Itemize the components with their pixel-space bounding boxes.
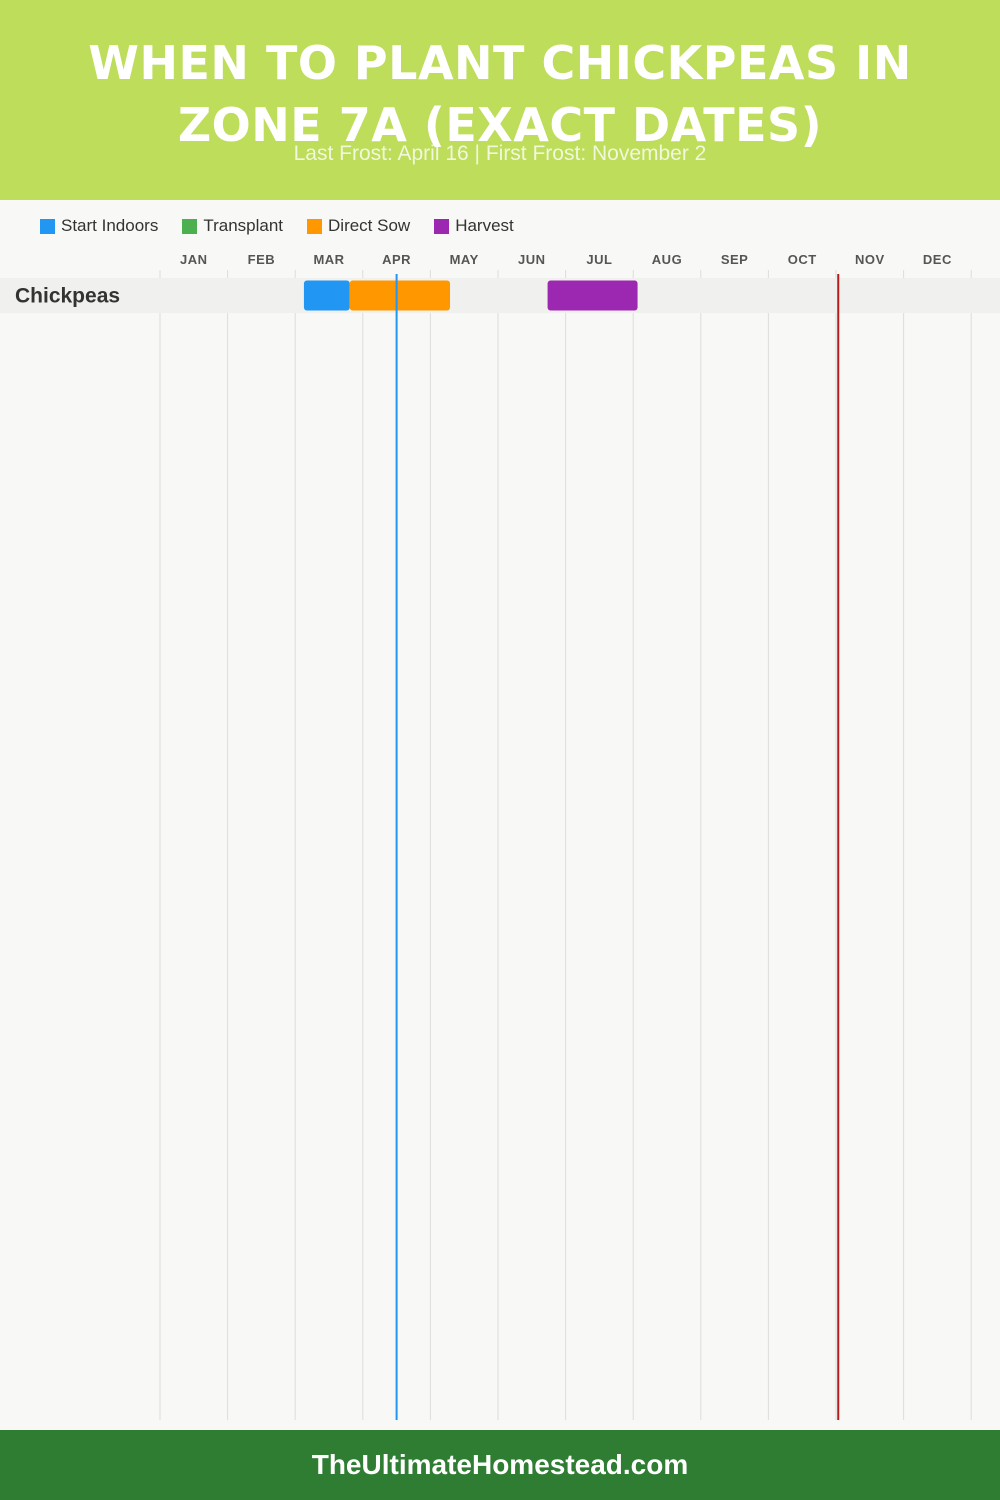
month-label-dec: DEC [923, 252, 952, 267]
month-label-apr: APR [382, 252, 411, 267]
legend-swatch-harvest [434, 218, 450, 234]
frost-dates-subtitle: Last Frost: April 16 | First Frost: Nove… [293, 142, 707, 165]
month-label-jan: JAN [180, 252, 208, 267]
month-label-oct: OCT [788, 252, 817, 267]
month-label-jul: JUL [586, 252, 612, 267]
bar-harvest [547, 280, 638, 311]
legend-item-direct-sow: Direct Sow [307, 216, 410, 236]
legend-item-harvest: Harvest [434, 216, 514, 236]
bar-direct-sow [349, 280, 451, 311]
month-label-mar: MAR [313, 252, 344, 267]
legend-label-direct-sow: Direct Sow [328, 216, 411, 235]
month-label-jun: JUN [518, 252, 546, 267]
legend-swatch-transplant [182, 218, 198, 234]
header-banner: WHEN TO PLANT CHICKPEAS IN ZONE 7A (EXAC… [0, 0, 1000, 200]
legend-item-transplant: Transplant [182, 216, 283, 236]
month-label-aug: AUG [652, 252, 682, 267]
month-label-feb: FEB [248, 252, 276, 267]
legend-swatch-direct-sow [307, 218, 323, 234]
bar-start-indoors [303, 280, 350, 311]
legend-label-harvest: Harvest [455, 216, 514, 235]
footer-banner: TheUltimateHomestead.com [0, 1430, 1000, 1500]
legend-label-transplant: Transplant [203, 216, 284, 235]
chart-legend: Start Indoors Transplant Direct Sow Harv… [40, 214, 538, 238]
row-band-chickpeas [0, 278, 1000, 313]
row-label-chickpeas: Chickpeas [15, 285, 120, 308]
page-title: WHEN TO PLANT CHICKPEAS IN ZONE 7A (EXAC… [88, 36, 912, 152]
planting-calendar-chart: JAN FEB MAR APR MAY JUN JUL AUG SEP OCT NOV DEC Chic… [0, 252, 1000, 1420]
month-label-nov: NOV [855, 252, 885, 267]
month-label-may: MAY [450, 252, 479, 267]
footer-site-link[interactable]: TheUltimateHomestead.com [311, 1449, 689, 1480]
legend-item-start-indoors: Start Indoors [40, 216, 158, 236]
legend-swatch-start-indoors [40, 218, 55, 234]
month-label-sep: SEP [721, 252, 749, 267]
legend-label-start-indoors: Start Indoors [61, 216, 159, 235]
